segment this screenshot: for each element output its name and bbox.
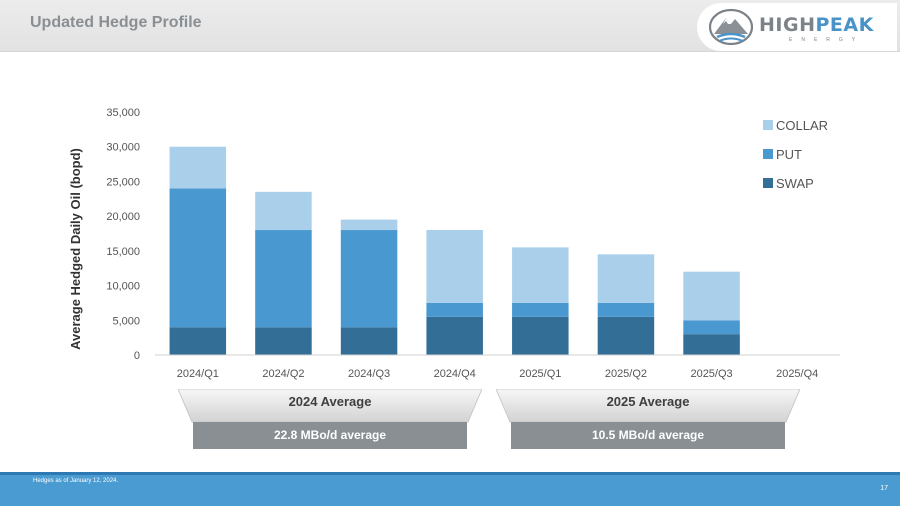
bar-put-2025-q3 [683,320,740,335]
average-2025-value: 10.5 MBo/d average [511,422,785,449]
x-tick-label: 2024/Q4 [434,368,476,380]
y-tick-label: 30,000 [106,142,140,154]
bar-swap-2024-q1 [169,327,227,355]
bar-put-2024-q3 [340,230,398,328]
y-tick-label: 10,000 [106,281,140,293]
footnote: Hedges as of January 12, 2024. [33,478,119,484]
y-tick-label: 15,000 [106,246,140,258]
x-tick-label: 2025/Q4 [776,368,818,380]
bar-collar-2024-q4 [426,230,483,303]
average-2025-banner [496,389,800,423]
bar-collar-2024-q2 [255,191,312,231]
chart-legend: COLLAR PUT SWAP [763,118,828,191]
bar-put-2025-q2 [597,302,655,317]
mountain-logo-icon [709,8,753,46]
y-tick-label: 20,000 [106,211,140,223]
legend-swatch-put [763,149,773,159]
legend-label-put: PUT [776,147,802,162]
logo-word-peak: PEAK [815,14,874,36]
bar-swap-2024-q2 [255,327,312,355]
bar-put-2024-q2 [255,230,312,328]
y-tick-label: 35,000 [106,107,140,119]
bar-put-2024-q4 [426,302,483,317]
average-2024-label: 2024 Average [288,394,372,409]
average-2024-value: 22.8 MBo/d average [193,422,467,449]
x-tick-label: 2024/Q3 [348,368,390,380]
y-tick-label: 0 [134,350,140,362]
logo-wordmark: HIGHPEAK [759,14,874,36]
legend-label-swap: SWAP [776,176,814,191]
logo-subtext: ENERGY [789,37,865,43]
page-title: Updated Hedge Profile [30,14,202,31]
footer-bar: Hedges as of January 12, 2024. 17 [0,472,900,506]
legend-swatch-collar [763,120,773,130]
bar-put-2024-q1 [169,188,227,328]
x-tick-label: 2024/Q2 [262,368,304,380]
y-tick-label: 25,000 [106,176,140,188]
logo-word-high: HIGH [759,14,816,36]
bar-swap-2024-q3 [340,327,398,355]
average-2024-panel: 2024 Average [178,389,482,424]
company-logo: HIGHPEAK ENERGY [697,3,897,51]
y-axis: 0 5,000 10,000 15,000 20,000 25,000 30,000 35,0… [106,107,140,362]
legend-label-collar: COLLAR [776,118,828,133]
bar-collar-2025-q3 [683,271,740,321]
x-tick-label: 2025/Q2 [605,368,647,380]
x-tick-label: 2024/Q1 [177,368,219,380]
x-tick-label: 2025/Q3 [690,368,732,380]
bar-collar-2024-q3 [340,219,398,231]
bar-swap-2025-q2 [597,316,655,355]
bar-collar-2025-q2 [597,254,655,303]
bar-swap-2025-q3 [683,334,740,355]
average-2024-banner [178,389,482,423]
y-tick-label: 5,000 [112,315,140,327]
x-tick-label: 2025/Q1 [519,368,561,380]
x-axis: 2024/Q1 2024/Q2 2024/Q3 2024/Q4 2025/Q1 2025/… [155,354,840,380]
bar-stack-group [169,146,740,355]
legend-swatch-swap [763,178,773,188]
hedge-chart: 0 5,000 10,000 15,000 20,000 25,000 30,000 35,0… [68,107,840,380]
footer-divider [0,472,900,475]
bar-swap-2025-q1 [512,316,569,355]
bar-put-2025-q1 [512,302,569,317]
header-band: Updated Hedge Profile HIGHPEAK ENERGY [0,0,900,52]
bar-collar-2024-q1 [169,146,227,189]
average-2025-panel: 2025 Average [496,389,800,424]
average-2025-label: 2025 Average [606,394,690,409]
page-number: 17 [880,485,888,492]
bar-collar-2025-q1 [512,247,569,303]
y-axis-label: Average Hedged Daily Oil (bopd) [68,148,83,350]
bar-swap-2024-q4 [426,316,483,355]
